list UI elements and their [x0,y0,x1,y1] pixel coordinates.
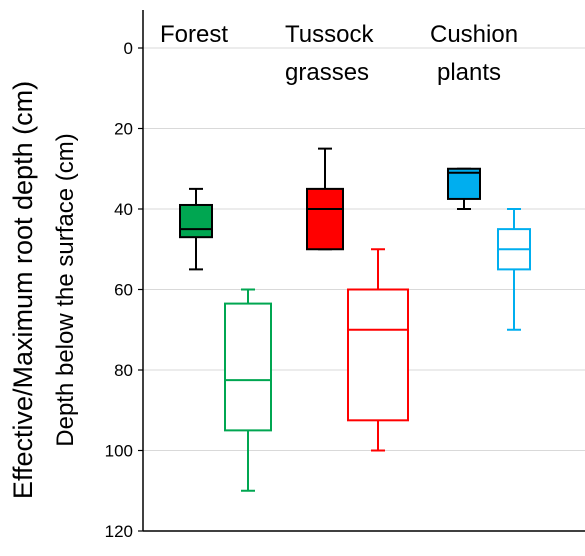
y-axis-label-secondary: Depth below the surface (cm) [52,133,79,446]
y-tick-label: 60 [114,281,133,300]
y-tick-label: 80 [114,361,133,380]
box-body [447,167,481,200]
box-body [347,288,409,422]
axis-layer [138,10,585,532]
category-label-2-line-1: Tussock [285,21,374,48]
box-plot-outline-3 [497,208,531,331]
box-plot-outline-1 [224,288,272,492]
box-body [224,302,272,432]
y-tick-label: 0 [124,39,133,58]
category-label-1-line-1: Forest [160,21,228,48]
category-label-layer: Forest Tussock grasses Cushion plants [160,21,518,86]
category-label-3-line-1: Cushion [430,21,518,48]
y-tick-label: 100 [105,442,133,461]
y-axis-label-primary: Effective/Maximum root depth (cm) [8,81,38,499]
y-tick-label: 40 [114,200,133,219]
box-layer [179,147,531,492]
box-body [306,187,344,251]
box-plot-filled-3 [447,167,481,210]
category-label-2-line-2: grasses [285,59,369,86]
category-label-3-line-2: plants [437,59,501,86]
box-plot-filled-2 [306,147,344,251]
box-plot-outline-2 [347,248,409,452]
tick-label-layer: 0 20 40 60 80 100 120 [105,39,133,541]
box-body [179,203,213,239]
y-tick-label: 20 [114,120,133,139]
box-plot-filled-1 [179,187,213,271]
y-tick-label: 120 [105,522,133,541]
